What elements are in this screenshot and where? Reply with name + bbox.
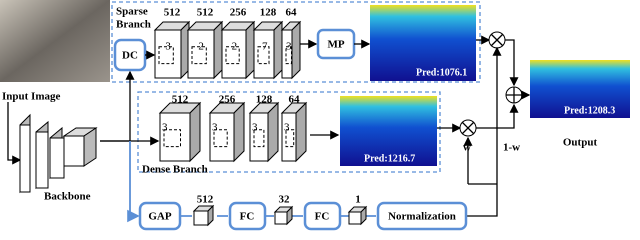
channel-label: 256 — [230, 7, 247, 19]
pred: Pred:1208.3 — [564, 105, 615, 116]
kernel — [191, 46, 207, 65]
dense-label: Dense Branch — [142, 164, 208, 176]
channel-label: 128 — [256, 94, 273, 106]
kernel — [257, 46, 270, 65]
block-side — [213, 20, 223, 80]
fc-label: FC — [240, 211, 255, 223]
kernel-label: 3 — [162, 122, 168, 134]
channel-label: 32 — [279, 194, 291, 206]
sparse-frame — [111, 1, 481, 83]
kernel-label: 2 — [198, 41, 204, 53]
input-label: Input Image — [2, 91, 60, 103]
block-side — [267, 101, 279, 163]
block — [281, 29, 293, 79]
channel-label: 512 — [172, 94, 189, 106]
kernel-label: 3 — [165, 41, 171, 53]
kernel-label: 3 — [284, 122, 290, 134]
kernel — [285, 46, 292, 65]
sparse-density-map — [370, 5, 476, 81]
arrow — [505, 39, 519, 87]
pred: Pred:1216.7 — [364, 153, 415, 164]
cube — [348, 211, 362, 225]
kernel — [285, 129, 295, 148]
gap-label: GAP — [148, 211, 172, 223]
backbone-label: Backbone — [44, 191, 91, 203]
kernel — [213, 129, 228, 148]
pred: Pred:1076.1 — [416, 67, 467, 78]
channel-label: 512 — [197, 7, 214, 19]
channel-label: 1 — [355, 194, 361, 206]
kernel — [225, 46, 240, 65]
block — [159, 112, 191, 162]
fc-label: FC — [315, 211, 330, 223]
kernel — [163, 129, 181, 148]
arrow — [7, 102, 22, 165]
norm-box — [376, 201, 468, 231]
channel-label: 256 — [219, 94, 236, 106]
arrow — [466, 46, 502, 217]
block — [281, 112, 297, 162]
block — [249, 112, 269, 162]
kernel — [158, 46, 174, 65]
block-side — [189, 101, 201, 163]
sparse-label: Branch — [116, 19, 151, 31]
backbone — [19, 113, 98, 194]
one-minus-w-label: 1-w — [503, 142, 520, 154]
dc-label: DC — [122, 50, 138, 62]
input-image — [0, 0, 110, 82]
block — [253, 29, 275, 79]
cube — [274, 211, 288, 225]
channel-label: 64 — [289, 94, 301, 106]
kernel-label: 2 — [232, 41, 238, 53]
diagram: Input Image Backbone Sparse Branch DC MP… — [0, 0, 630, 231]
kernel-label: 3 — [212, 122, 218, 134]
sparse-label: Sparse — [116, 6, 148, 18]
channel-label: 128 — [260, 7, 277, 19]
arrow — [127, 141, 140, 223]
w-label: w — [463, 142, 471, 154]
kernel-label: 7 — [262, 41, 268, 53]
block-side — [233, 101, 245, 163]
arrow — [476, 103, 519, 129]
cube — [193, 210, 209, 226]
channel-label: 64 — [286, 7, 298, 19]
block-side — [295, 101, 307, 163]
norm-label: Normalization — [388, 211, 456, 223]
mp-label: MP — [327, 39, 344, 51]
channel-label: 512 — [197, 194, 214, 206]
output-density-map — [530, 60, 630, 118]
dense-frame — [137, 91, 441, 173]
block-side — [291, 20, 301, 80]
dense-density-map — [340, 96, 437, 166]
channel-label: 512 — [164, 7, 181, 19]
kernel — [253, 129, 265, 148]
block-side — [245, 20, 255, 80]
kernel-label: 3 — [252, 122, 258, 134]
block-side — [273, 20, 283, 80]
kernel-label: 3 — [286, 41, 292, 53]
output-label: Output — [563, 137, 598, 149]
